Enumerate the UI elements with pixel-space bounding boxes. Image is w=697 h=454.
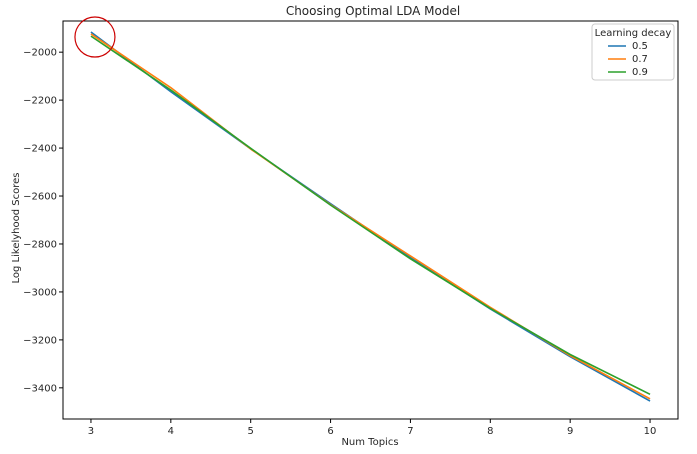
x-tick-label: 9: [567, 426, 573, 437]
x-axis-title: Num Topics: [341, 437, 398, 448]
series-line-0-5: [90, 31, 651, 402]
legend-label: 0.7: [632, 54, 648, 65]
x-tick-label: 7: [407, 426, 413, 437]
chart-title: Choosing Optimal LDA Model: [286, 4, 460, 18]
legend-label: 0.5: [632, 41, 648, 52]
plot-frame: [62, 20, 679, 420]
legend-label: 0.9: [632, 67, 648, 78]
y-tick-label: −2400: [23, 144, 57, 155]
x-tick-label: 10: [644, 426, 657, 437]
plot-area: 3 4 5 6 7 8 9 10 −2000 −2200 −2400 −2600 −2800 −3000 −…: [23, 16, 679, 437]
y-tick-label: −2000: [23, 48, 57, 59]
x-tick-label: 4: [168, 426, 174, 437]
y-tick-label: −3200: [23, 335, 57, 346]
y-tick-label: −3400: [23, 383, 57, 394]
y-tick-label: −2200: [23, 96, 57, 107]
legend: Learning decay 0.5 0.7 0.9: [591, 23, 675, 81]
x-tick-label: 6: [327, 426, 333, 437]
series-line-0-7: [90, 33, 651, 400]
y-tick-label: −2800: [23, 239, 57, 250]
legend-box: [591, 23, 675, 81]
x-tick-label: 8: [487, 426, 493, 437]
x-tick-label: 3: [88, 426, 94, 437]
y-tick-label: −2600: [23, 192, 57, 203]
y-tick-label: −3000: [23, 287, 57, 298]
y-axis-title: Log Likelyhood Scores: [11, 173, 22, 284]
legend-title: Learning decay: [595, 28, 672, 39]
x-tick-label: 5: [248, 426, 254, 437]
series-line-0-9: [90, 35, 651, 396]
highlight-circle: [74, 16, 116, 58]
